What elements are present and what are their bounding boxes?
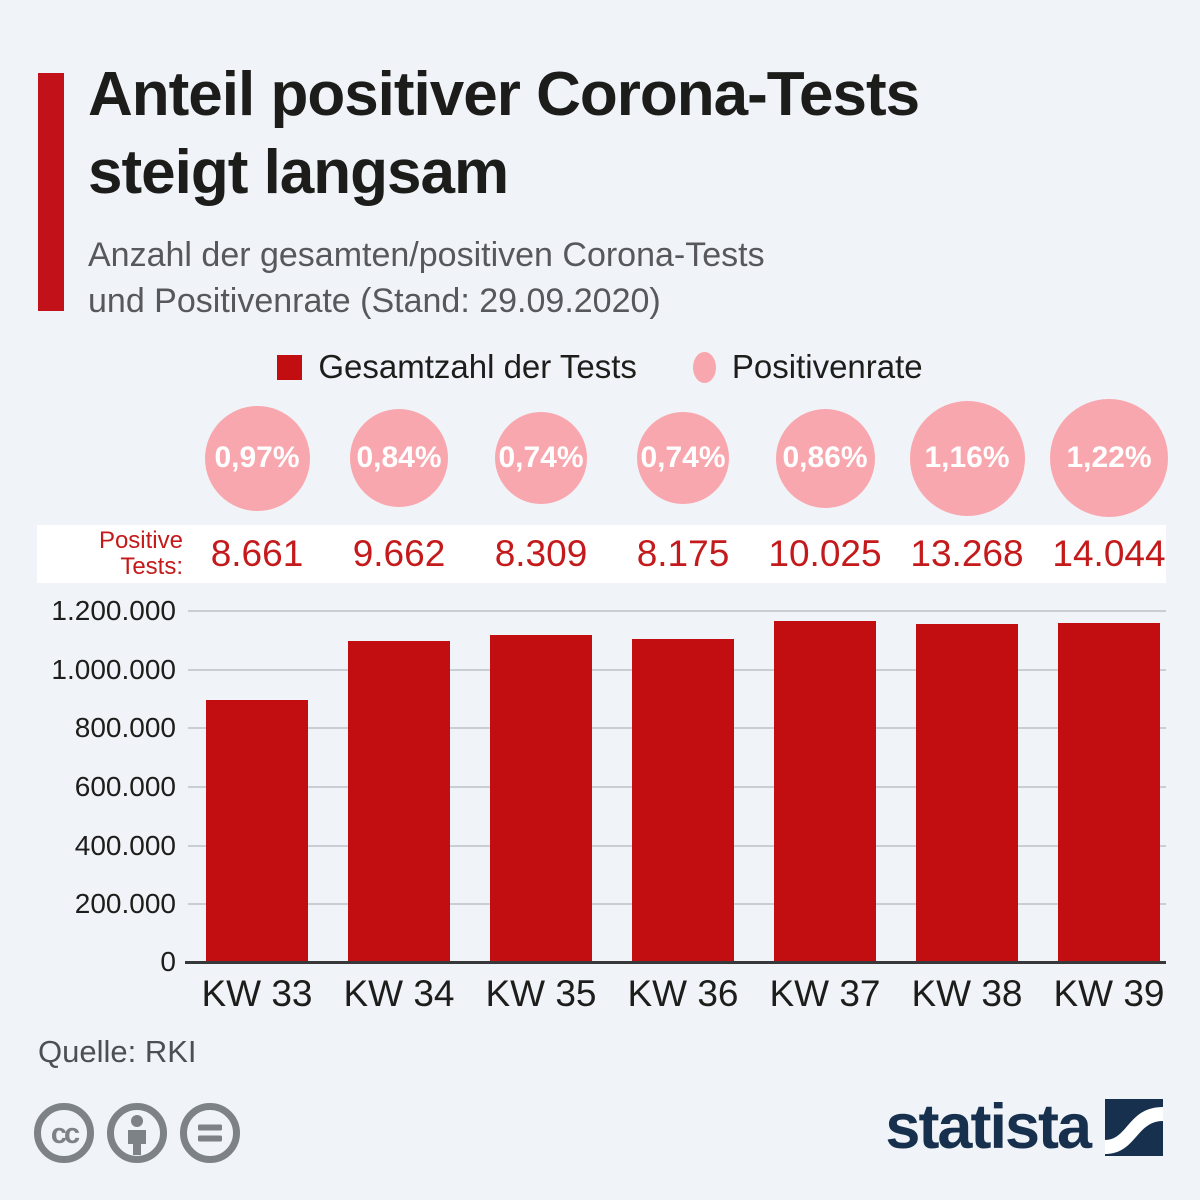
page-subtitle: Anzahl der gesamten/positiven Corona-Tes…	[88, 232, 1168, 324]
title-line-1: Anteil positiver Corona-Tests	[88, 60, 920, 129]
rate-value-kw37: 0,86%	[782, 441, 868, 474]
legend-item-total-tests: Gesamtzahl der Tests	[277, 348, 637, 386]
bar-swatch-icon	[277, 354, 303, 380]
statista-logo-icon	[1105, 1098, 1163, 1156]
x-axis-line	[185, 961, 1166, 964]
rate-bubble-kw39: 1,22%	[1050, 399, 1168, 517]
source-text: Quelle: RKI	[38, 1034, 197, 1069]
x-label-kw34: KW 34	[343, 973, 455, 1014]
x-label-kw38: KW 38	[911, 973, 1023, 1014]
x-label-kw33: KW 33	[201, 973, 313, 1014]
svg-text:cc: cc	[51, 1118, 80, 1150]
positive-tests-values-row: 8.661 9.662 8.309 8.175 10.025 13.268 14…	[186, 525, 1180, 583]
x-label-kw35: KW 35	[485, 973, 597, 1014]
positive-tests-kw36: 8.175	[636, 533, 730, 574]
x-label-kw36: KW 36	[627, 973, 739, 1014]
bar-series-total-tests	[186, 610, 1180, 962]
subtitle-line-1: Anzahl der gesamten/positiven Corona-Tes…	[88, 236, 765, 274]
rate-value-kw34: 0,84%	[356, 441, 442, 474]
bar-kw35	[490, 635, 592, 962]
rate-bubble-kw38: 1,16%	[909, 400, 1025, 516]
gridline-1200000	[188, 610, 1166, 612]
positive-tests-band	[37, 525, 1166, 583]
legend-label-total-tests: Gesamtzahl der Tests	[318, 348, 637, 385]
bar-kw39	[1058, 623, 1160, 962]
positive-tests-kw33: 8.661	[210, 533, 304, 574]
subtitle-line-2: und Positivenrate (Stand: 29.09.2020)	[88, 282, 661, 320]
title-accent-bar	[38, 73, 64, 311]
statista-logo: statista	[885, 1092, 1163, 1162]
rate-bubble-kw37: 0,86%	[775, 408, 875, 508]
positive-tests-label: Positive Tests:	[98, 527, 183, 580]
rate-bubble-kw34: 0,84%	[350, 409, 448, 507]
x-label-kw39: KW 39	[1053, 973, 1165, 1014]
positive-rate-bubble-row: 0,97% 0,84% 0,74% 0,74% 0,86% 1,16% 1,22…	[186, 399, 1180, 517]
nd-icon	[180, 1103, 240, 1163]
rate-bubble-kw36: 0,74%	[637, 412, 729, 504]
positive-tests-kw38: 13.268	[910, 533, 1024, 574]
page-title: Anteil positiver Corona-Tests steigt lan…	[88, 56, 1168, 212]
rate-value-kw33: 0,97%	[214, 441, 300, 474]
rate-bubble-kw35: 0,74%	[495, 412, 587, 504]
rate-value-kw36: 0,74%	[640, 441, 726, 474]
y-tick-1000000: 1.000.000	[51, 654, 176, 685]
y-tick-400000: 400.000	[74, 830, 176, 861]
x-label-kw37: KW 37	[769, 973, 881, 1014]
y-tick-200000: 200.000	[74, 888, 176, 919]
x-axis-labels: KW 33 KW 34 KW 35 KW 36 KW 37 KW 38 KW 3…	[186, 972, 1180, 1016]
positive-tests-kw34: 9.662	[352, 533, 446, 574]
chart-legend: Gesamtzahl der Tests Positivenrate	[0, 348, 1200, 386]
legend-label-positive-rate: Positivenrate	[731, 348, 923, 385]
by-icon	[107, 1103, 167, 1163]
bar-kw33	[206, 700, 308, 962]
statista-wordmark: statista	[885, 1092, 1092, 1162]
positive-tests-kw37: 10.025	[768, 533, 882, 574]
bar-kw34	[348, 641, 450, 962]
title-line-2: steigt langsam	[88, 138, 509, 207]
legend-item-positive-rate: Positivenrate	[692, 348, 923, 386]
y-tick-0: 0	[160, 946, 176, 977]
positive-tests-kw39: 14.044	[1052, 533, 1166, 574]
rate-swatch-icon	[692, 351, 716, 383]
y-tick-600000: 600.000	[74, 771, 176, 802]
rate-value-kw38: 1,16%	[924, 441, 1010, 474]
license-icons: cc	[33, 1102, 241, 1164]
bar-kw37	[774, 621, 876, 962]
rate-value-kw39: 1,22%	[1066, 441, 1152, 474]
bar-kw36	[632, 639, 734, 962]
y-tick-1200000: 1.200.000	[51, 595, 176, 626]
rate-bubble-kw33: 0,97%	[204, 405, 310, 511]
bar-kw38	[916, 624, 1018, 962]
y-tick-800000: 800.000	[74, 712, 176, 743]
rate-value-kw35: 0,74%	[498, 441, 584, 474]
cc-icon: cc	[34, 1103, 94, 1163]
positive-tests-kw35: 8.309	[494, 533, 588, 574]
